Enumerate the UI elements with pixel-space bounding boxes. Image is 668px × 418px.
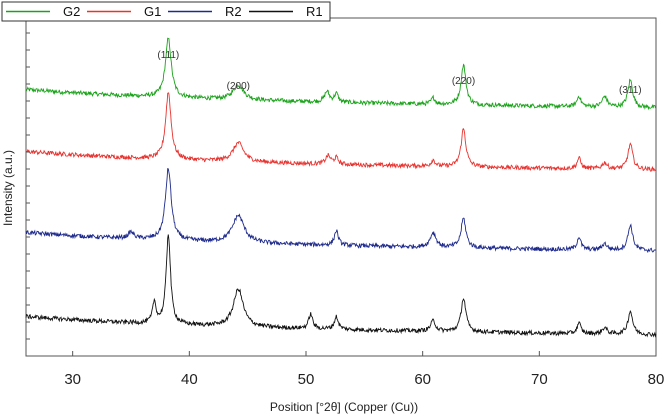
x-axis-ticks: 30 40 50 60 70 80 <box>64 351 664 388</box>
peak-label: (200) <box>227 81 250 92</box>
x-axis-title: Position [°2θ] (Copper (Cu)) <box>270 400 418 414</box>
series-line-r2 <box>25 167 657 254</box>
series-line-g1 <box>25 92 657 172</box>
x-tick-label: 80 <box>648 371 665 388</box>
series-layer <box>25 37 657 338</box>
legend-label-r1: R1 <box>306 4 323 19</box>
x-tick-label: 40 <box>181 371 198 388</box>
peak-labels: (111) (200) (220) (311) <box>157 50 641 96</box>
series-line-r1 <box>25 234 657 338</box>
legend-label-g1: G1 <box>144 4 161 19</box>
peak-label: (311) <box>619 85 642 96</box>
legend-label-g2: G2 <box>63 4 80 19</box>
peak-label: (111) <box>157 50 179 61</box>
peak-label: (220) <box>452 76 475 87</box>
legend-label-r2: R2 <box>225 4 242 19</box>
y-axis-title: Intensity (a.u.) <box>1 150 15 226</box>
x-tick-label: 70 <box>531 371 548 388</box>
plot-border <box>25 17 657 357</box>
x-tick-label: 60 <box>414 371 431 388</box>
legend: G2 G1 R2 R1 <box>1 1 331 22</box>
plot-frame <box>25 17 657 357</box>
x-tick-label: 30 <box>64 371 81 388</box>
y-axis-ticks <box>26 32 30 340</box>
x-tick-label: 50 <box>298 371 315 388</box>
legend-box <box>1 1 331 22</box>
series-line-g2 <box>25 37 657 111</box>
